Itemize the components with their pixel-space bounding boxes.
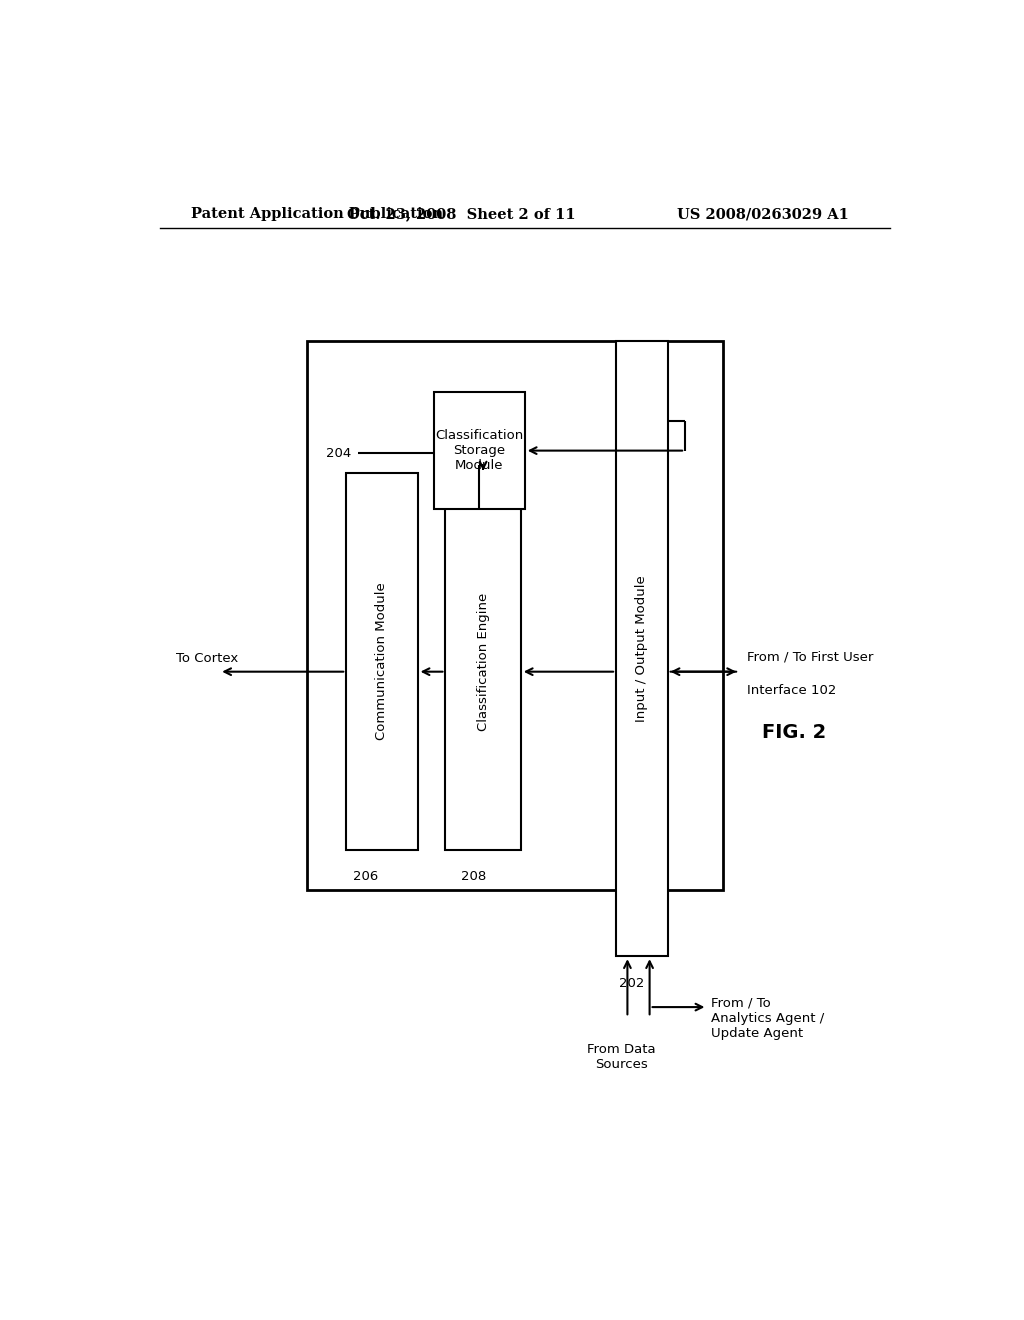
Bar (306, 342, 723, 890)
Text: Classification
Storage
Module: Classification Storage Module (435, 429, 523, 473)
Text: From Data
Sources: From Data Sources (588, 1043, 656, 1071)
Bar (616, 342, 668, 956)
Bar (445, 474, 521, 850)
Text: To Cortex: To Cortex (176, 652, 239, 664)
Text: 208: 208 (461, 870, 485, 883)
Text: 202: 202 (620, 977, 645, 990)
Text: 206: 206 (353, 870, 379, 883)
Text: FIG. 2: FIG. 2 (763, 723, 826, 742)
Text: Classification Engine: Classification Engine (476, 593, 489, 731)
Text: US 2008/0263029 A1: US 2008/0263029 A1 (677, 207, 849, 222)
Text: Communication Module: Communication Module (376, 582, 388, 741)
Text: Oct. 23, 2008  Sheet 2 of 11: Oct. 23, 2008 Sheet 2 of 11 (347, 207, 575, 222)
Text: Patent Application Publication: Patent Application Publication (191, 207, 443, 222)
Bar (346, 474, 418, 850)
Text: From / To
Analytics Agent /
Update Agent: From / To Analytics Agent / Update Agent (712, 997, 824, 1040)
Text: Interface 102: Interface 102 (748, 684, 837, 697)
Text: 204: 204 (326, 446, 351, 459)
Bar (433, 392, 524, 510)
Text: Input / Output Module: Input / Output Module (635, 576, 648, 722)
Text: From / To First User: From / To First User (748, 651, 873, 664)
